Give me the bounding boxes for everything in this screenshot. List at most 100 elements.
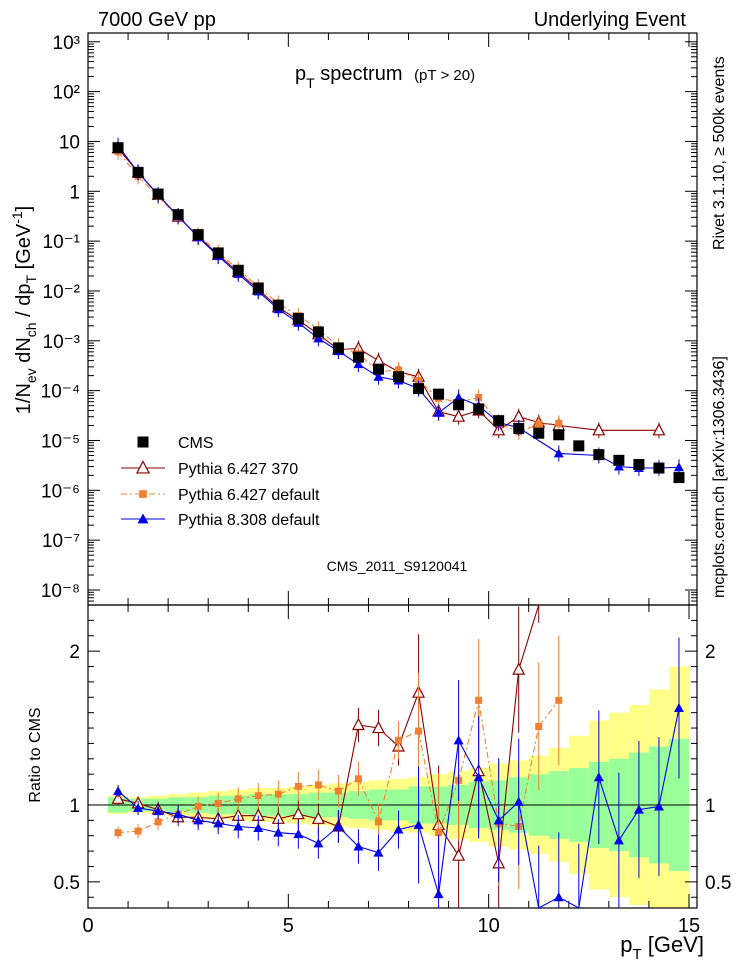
- main-series: [111, 137, 685, 484]
- cms-point: [212, 247, 224, 259]
- data-point: [652, 423, 666, 436]
- ratio-point: [395, 736, 403, 744]
- legend-marker: [139, 490, 147, 498]
- svg-text:Ratio to CMS: Ratio to CMS: [27, 707, 44, 802]
- ratio-point: [353, 841, 364, 851]
- legend-label: CMS: [178, 435, 214, 452]
- x-axis-label: pT [GeV]: [620, 932, 704, 963]
- cms-point: [372, 363, 384, 375]
- ratio-point: [273, 827, 284, 837]
- ratio-point: [553, 892, 564, 902]
- series-line: [117, 151, 559, 433]
- legend: CMS Pythia 6.427 370 Pythia 6.427 default P…: [121, 435, 320, 529]
- ratio-point: [194, 802, 202, 810]
- x-tick-label: 15: [678, 915, 700, 937]
- cms-point: [453, 399, 465, 411]
- cms-point: [172, 209, 184, 221]
- y-tick-label: 10⁻¹: [43, 232, 81, 253]
- side-mcplots: mcplots.cern.ch [arXiv:1306.3436]: [711, 356, 728, 598]
- x-tick-label: 5: [283, 915, 294, 937]
- data-point: [555, 419, 563, 427]
- ratio-point: [233, 821, 244, 831]
- ratio-y-tick-label: 0.5: [54, 873, 80, 894]
- ratio-point: [613, 835, 624, 845]
- cms-point: [653, 462, 665, 474]
- ratio-frame: [87, 604, 698, 909]
- cms-point: [473, 403, 485, 415]
- ratio-point: [333, 821, 344, 831]
- data-point: [553, 448, 564, 458]
- ratio-point: [373, 847, 384, 857]
- ratio-point: [113, 786, 124, 796]
- ratio-point: [214, 799, 222, 807]
- data-point: [613, 461, 624, 471]
- legend-label: Pythia 8.308 default: [178, 512, 320, 529]
- ratio-point: [413, 819, 424, 829]
- data-point: [452, 409, 466, 422]
- axes: 10⁻⁸10⁻⁷10⁻⁶10⁻⁵10⁻⁴10⁻³10⁻²10⁻¹11010²10…: [41, 32, 731, 937]
- ratio-point: [473, 772, 484, 782]
- data-point: [453, 392, 464, 402]
- data-point: [353, 359, 364, 369]
- ratio-point: [274, 790, 282, 798]
- data-point: [371, 353, 385, 366]
- cms-point: [272, 299, 284, 311]
- legend-marker: [137, 513, 149, 524]
- ratio-point: [513, 796, 524, 806]
- ratio-y-tick-label: 2: [69, 642, 80, 663]
- ratio-point: [133, 803, 144, 813]
- ratio-series: [111, 604, 684, 909]
- ratio-point: [314, 781, 322, 789]
- y-tick-label: 10⁻⁸: [41, 581, 80, 602]
- svg-text:1/Nev dNch / dpT [GeV-1]: 1/Nev dNch / dpT [GeV-1]: [9, 206, 39, 414]
- ratio-point: [535, 723, 543, 731]
- y-tick-label: 10⁻⁶: [41, 481, 80, 502]
- data-point: [313, 333, 324, 343]
- legend-label: Pythia 6.427 370: [178, 461, 298, 478]
- ratio-point: [313, 838, 324, 848]
- cms-point: [413, 383, 425, 395]
- data-point: [475, 393, 483, 401]
- y-tick-label: 10: [59, 132, 80, 153]
- y-axis-label-ratio: Ratio to CMS: [27, 707, 44, 802]
- ratio-y-tick-label-right: 2: [705, 642, 716, 663]
- ratio-point: [593, 772, 604, 782]
- ratio-point: [493, 815, 504, 825]
- ratio-point: [555, 696, 563, 704]
- cms-point: [312, 326, 324, 338]
- header-right: Underlying Event: [534, 9, 687, 31]
- data-point: [673, 462, 684, 472]
- ratio-point: [234, 795, 242, 803]
- cms-point: [513, 422, 525, 434]
- ratio-point: [354, 775, 362, 783]
- watermark: CMS_2011_S9120041: [327, 558, 468, 574]
- cms-point: [673, 472, 685, 484]
- y-axis-label-main: 1/Nev dNch / dpT [GeV-1]: [9, 206, 39, 414]
- ratio-point: [193, 815, 204, 825]
- x-tick-label: 0: [82, 915, 93, 937]
- header-left: 7000 GeV pp: [98, 9, 216, 31]
- cms-point: [433, 388, 445, 400]
- ratio-point: [512, 662, 526, 675]
- cms-point: [192, 229, 204, 241]
- ratio-point: [475, 696, 483, 704]
- ratio-point: [153, 806, 164, 816]
- series-line: [117, 145, 680, 469]
- x-tick-label: 10: [478, 915, 500, 937]
- ratio-point: [435, 829, 443, 837]
- cms-point: [593, 449, 605, 461]
- ratio-point: [433, 889, 444, 899]
- cms-point: [292, 313, 304, 325]
- cms-point: [252, 282, 264, 294]
- ratio-point: [371, 720, 385, 734]
- y-tick-label: 1: [69, 182, 80, 203]
- ratio-point: [173, 809, 184, 819]
- data-point: [433, 407, 444, 417]
- data-point: [535, 420, 543, 428]
- y-tick-label: 10³: [53, 33, 80, 54]
- cms-point: [533, 427, 545, 439]
- ratio-y-tick-label-right: 1: [705, 796, 716, 817]
- legend-label: Pythia 6.427 default: [178, 487, 320, 504]
- y-tick-label: 10²: [53, 83, 80, 104]
- y-tick-label: 10⁻⁴: [41, 382, 80, 403]
